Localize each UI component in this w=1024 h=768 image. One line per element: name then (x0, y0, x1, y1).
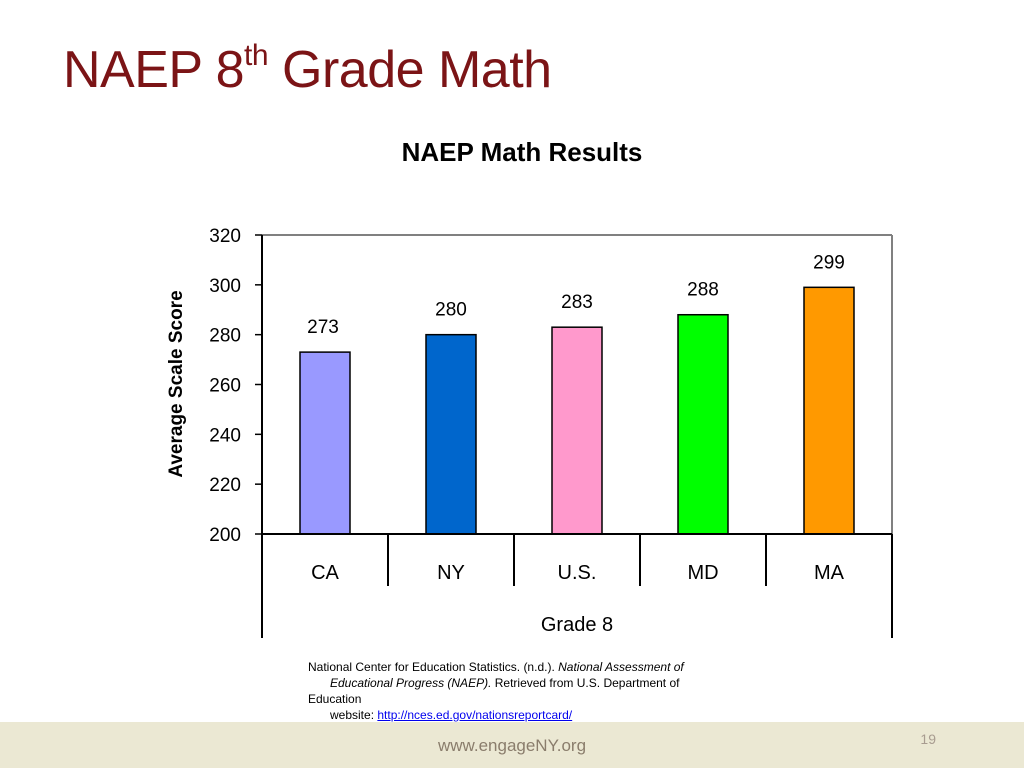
x-category-label: MD (687, 562, 718, 584)
bar-us (551, 326, 603, 535)
bar-value-label: 299 (813, 252, 845, 273)
bar-ny (425, 333, 477, 535)
bar-value-label: 280 (435, 300, 467, 321)
x-axis-title: Grade 8 (541, 614, 613, 636)
bar-value-label: 283 (561, 292, 593, 313)
y-tick-label: 280 (209, 326, 241, 347)
citation-line-3: Education (308, 692, 362, 706)
x-category-label: MA (814, 562, 845, 584)
page-number: 19 (920, 731, 936, 747)
chart-title: NAEP Math Results (401, 137, 643, 167)
y-tick-label: 200 (209, 525, 241, 546)
bar-ma (803, 286, 855, 535)
x-category-label: NY (437, 562, 465, 584)
slide-title: NAEP 8th Grade Math (63, 38, 552, 100)
y-axis-title: Average Scale Score (166, 290, 187, 477)
y-tick-label: 260 (209, 376, 241, 397)
bar-ca (299, 351, 351, 535)
citation-line-1: National Center for Education Statistics… (308, 660, 684, 674)
x-category-label: CA (311, 562, 339, 584)
slide-title-superscript: th (244, 38, 269, 72)
bar-md (677, 313, 729, 535)
citation-line-4: website: http://nces.ed.gov/nationsrepor… (330, 708, 573, 722)
y-tick-label: 220 (209, 475, 241, 496)
y-tick-label: 320 (209, 226, 241, 247)
y-axis-ticks: 200 220 240 260 280 300 320 (209, 226, 262, 546)
bars (299, 286, 855, 535)
citation-line-2: Educational Progress (NAEP). Retrieved f… (330, 676, 680, 690)
citation-link[interactable]: http://nces.ed.gov/nationsreportcard/ (377, 708, 573, 722)
x-axis: CA NY U.S. MD MA (262, 533, 893, 638)
footer-url[interactable]: www.engageNY.org (437, 736, 587, 755)
bar-value-label: 288 (687, 280, 719, 301)
bar-data-labels: 273 280 283 288 299 (307, 252, 845, 338)
citation: National Center for Education Statistics… (308, 659, 748, 723)
bar-chart: 200 220 240 260 280 300 320 273 280 283 288 299 CA… (166, 226, 893, 638)
slide-title-rest: Grade Math (268, 41, 552, 99)
slide-title-main: NAEP 8 (63, 41, 245, 99)
y-tick-label: 240 (209, 425, 241, 446)
x-category-label: U.S. (558, 562, 597, 584)
bar-value-label: 273 (307, 317, 339, 338)
footer-bar: www.engageNY.org 19 (0, 722, 1024, 768)
y-tick-label: 300 (209, 276, 241, 297)
plot-frame (261, 234, 893, 638)
